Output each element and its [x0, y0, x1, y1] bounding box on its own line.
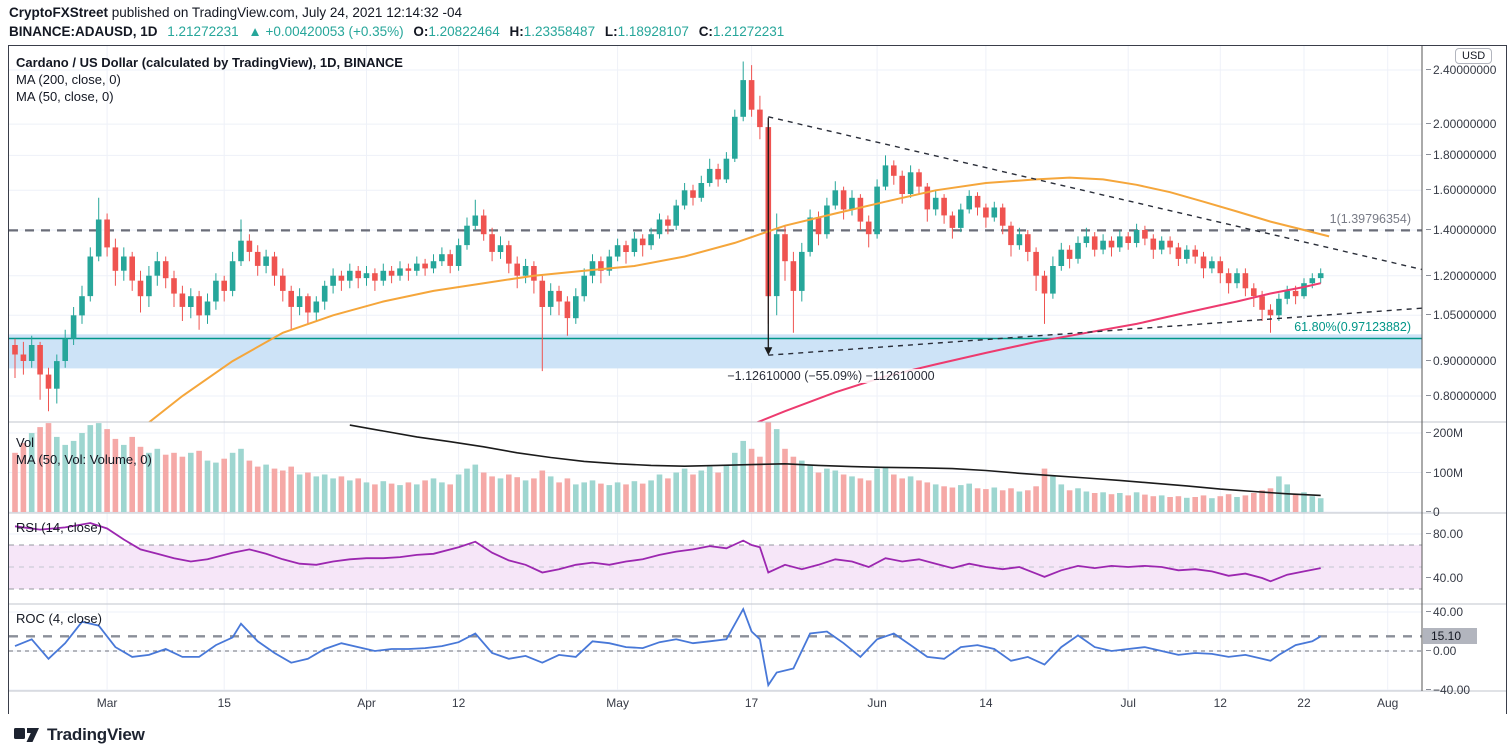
price-tick-label: 1.60000000 [1425, 183, 1497, 198]
rsi-tick-label: 40.00 [1425, 571, 1464, 585]
ma200-line [755, 282, 1321, 422]
brand-name: TradingView [47, 725, 145, 744]
time-tick-label: 14 [979, 696, 993, 710]
close-label: C: [698, 24, 713, 39]
price-tick-label: 1.20000000 [1425, 268, 1497, 283]
publish-line: CryptoFXStreet published on TradingView.… [9, 4, 784, 22]
rsi-pane [9, 522, 1422, 590]
roc-tick-label: −40.00 [1425, 683, 1471, 697]
rsi-line [14, 522, 1321, 583]
time-tick-label: Aug [1376, 696, 1399, 710]
rsi-tick-label: 80.00 [1425, 527, 1464, 541]
symbol-name[interactable]: BINANCE:ADAUSD, 1D [9, 24, 158, 39]
rsi-band [9, 545, 1422, 589]
volume-ma-line [349, 424, 1321, 497]
volume-bars [12, 422, 1324, 513]
time-tick-label: Jun [867, 696, 887, 710]
symbol-line: BINANCE:ADAUSD, 1D 1.21272231 ▲ +0.00420… [9, 23, 784, 41]
time-tick-label: 22 [1297, 696, 1311, 710]
time-tick-label: Mar [96, 696, 118, 710]
chart-canvas[interactable] [9, 46, 1506, 714]
trendline-upper [768, 116, 1422, 271]
time-tick-label: Apr [357, 696, 376, 710]
roc-pane [9, 606, 1422, 688]
footer: TradingView [0, 714, 1508, 755]
tradingview-brand[interactable]: TradingView [14, 723, 145, 747]
time-tick-label: 12 [1213, 696, 1227, 710]
last-price: 1.21272231 [167, 24, 239, 39]
trendline-lower [768, 307, 1422, 356]
low-value: 1.18928107 [617, 24, 689, 39]
time-tick-label: 17 [744, 696, 759, 710]
price-tick-label: 0.90000000 [1425, 354, 1497, 369]
fib-1-level-label[interactable]: 1(1.39796354) [1329, 212, 1411, 226]
price-tick-label: 0.80000000 [1425, 389, 1497, 404]
support-zone [9, 334, 1422, 369]
tradingview-logo-icon [14, 728, 39, 742]
time-tick-label: 12 [451, 696, 466, 710]
grid-horizontal [9, 69, 1422, 691]
volume-tick-label: 100M [1425, 465, 1464, 480]
candlesticks [12, 61, 1324, 412]
volume-tick-label: 0 [1426, 505, 1440, 519]
time-tick-label: May [606, 696, 629, 710]
price-change: +0.00420053 (+0.35%) [265, 24, 404, 39]
roc-tick-label: 0.00 [1425, 644, 1457, 658]
time-tick-label: Jul [1120, 696, 1136, 710]
price-tick-label: 1.80000000 [1425, 148, 1497, 163]
low-label: L: [604, 24, 618, 39]
price-tick-label: 1.05000000 [1425, 308, 1497, 323]
measurement-arrow [764, 117, 773, 356]
open-value: 1.20822464 [428, 24, 500, 39]
roc-line [14, 606, 1322, 688]
up-arrow-icon: ▲ [248, 24, 262, 39]
chart-frame: Cardano / US Dollar (calculated by Tradi… [8, 45, 1507, 715]
ma50-line [147, 176, 1330, 422]
roc-tick-label: 40.00 [1425, 605, 1464, 619]
high-value: 1.23358487 [523, 24, 596, 39]
currency-badge[interactable]: USD [1455, 48, 1493, 64]
price-tick-label: 1.40000000 [1425, 222, 1497, 237]
publish-header: CryptoFXStreet published on TradingView.… [9, 4, 784, 41]
publisher-name: CryptoFXStreet [9, 5, 109, 20]
close-value: 1.21272231 [712, 24, 785, 39]
publish-info: published on TradingView.com, July 24, 2… [108, 5, 463, 20]
price-tick-label: 2.40000000 [1425, 63, 1497, 77]
price-tick-label: 2.00000000 [1425, 117, 1497, 132]
measurement-label[interactable]: −1.12610000 (−55.09%) −112610000 [723, 369, 939, 383]
time-tick-label: 15 [217, 696, 231, 710]
open-label: O: [413, 24, 429, 39]
high-label: H: [509, 24, 524, 39]
roc-value-badge: 15.10 [1423, 628, 1477, 644]
fib-618-level-label[interactable]: 61.80%(0.97123882) [1294, 320, 1411, 334]
volume-tick-label: 200M [1425, 426, 1464, 440]
